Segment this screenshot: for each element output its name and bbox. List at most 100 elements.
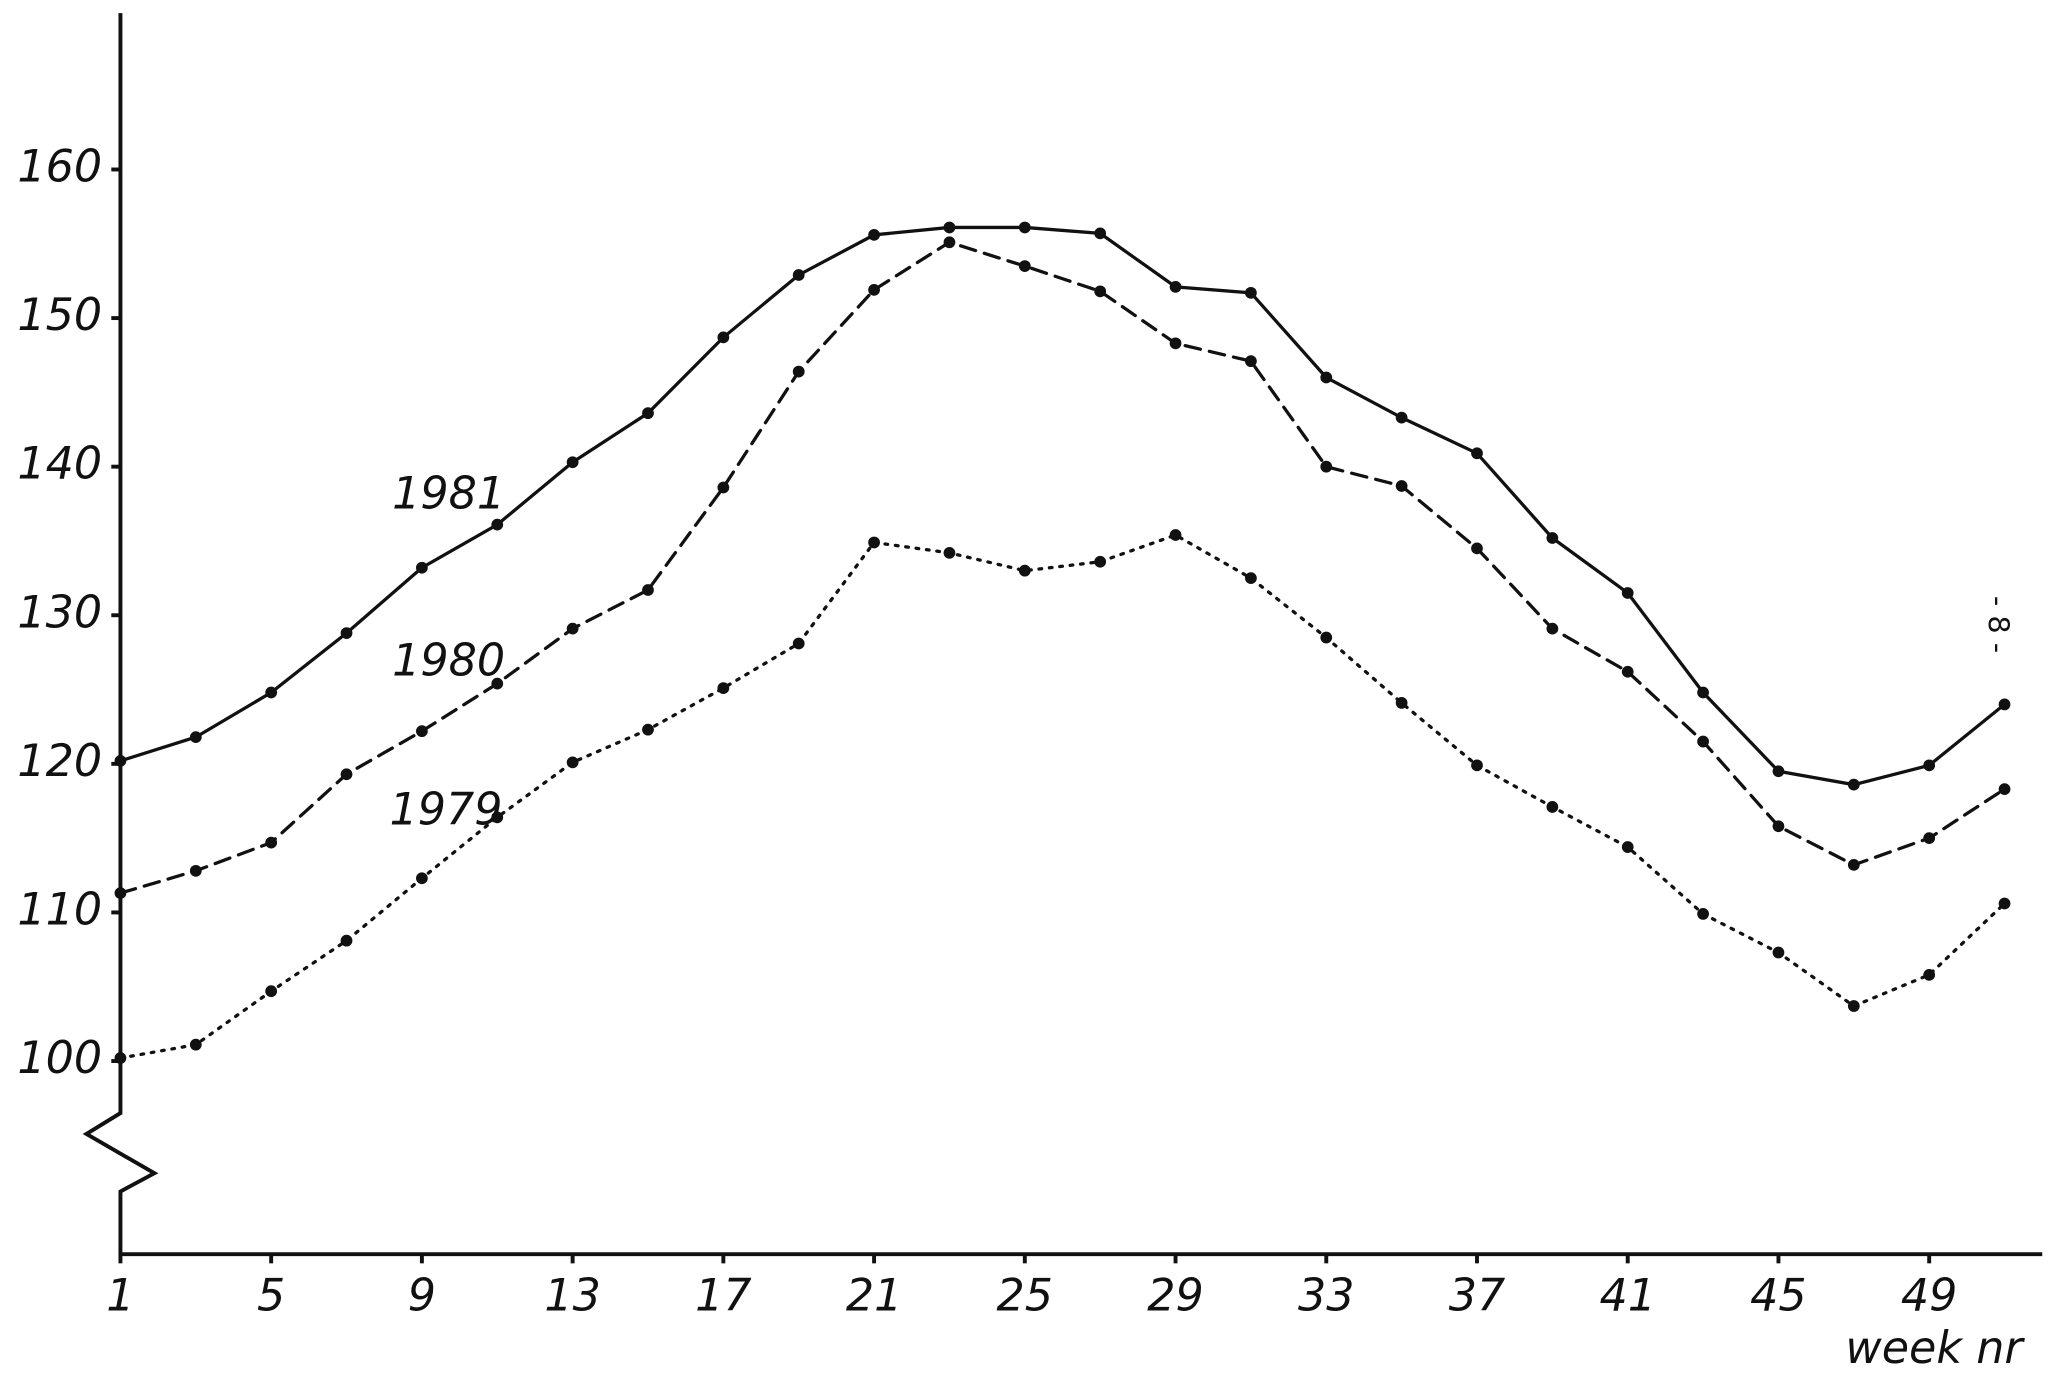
data-point bbox=[868, 536, 880, 549]
data-point bbox=[1169, 337, 1182, 350]
axes bbox=[82, 13, 2043, 1257]
data-point bbox=[1395, 697, 1408, 709]
data-point bbox=[1169, 280, 1182, 293]
data-point bbox=[1018, 221, 1031, 234]
x-tick-label: 1 bbox=[106, 1271, 134, 1322]
data-point bbox=[1395, 411, 1408, 424]
data-point bbox=[1923, 759, 1936, 772]
data-point bbox=[491, 677, 504, 690]
data-point bbox=[1697, 735, 1709, 748]
data-point bbox=[1471, 542, 1483, 555]
series-line bbox=[118, 533, 2007, 1060]
x-tick-label: 49 bbox=[1901, 1271, 1958, 1322]
data-point bbox=[1320, 460, 1333, 473]
page-label: - 8 - bbox=[1982, 596, 2016, 653]
data-point bbox=[1998, 897, 2011, 910]
data-point bbox=[340, 934, 353, 947]
data-point bbox=[868, 283, 880, 296]
data-point bbox=[1245, 286, 1257, 299]
x-tick-label: 29 bbox=[1147, 1271, 1204, 1322]
data-point bbox=[717, 331, 730, 344]
data-point bbox=[1621, 841, 1634, 853]
x-tick-label: 45 bbox=[1750, 1271, 1807, 1322]
data-point bbox=[1320, 371, 1333, 384]
data-point bbox=[491, 518, 504, 531]
data-point bbox=[416, 872, 428, 885]
data-point bbox=[1546, 622, 1559, 635]
data-point bbox=[1320, 631, 1333, 644]
series-label: 1980 bbox=[392, 636, 505, 687]
data-point bbox=[416, 561, 428, 574]
series-label: 1979 bbox=[390, 785, 503, 836]
data-point bbox=[792, 269, 805, 281]
data-point bbox=[189, 731, 202, 743]
data-point bbox=[1094, 555, 1107, 568]
data-point bbox=[265, 686, 278, 699]
x-tick-label: 33 bbox=[1298, 1271, 1355, 1322]
data-point bbox=[1094, 227, 1107, 240]
data-point bbox=[1245, 355, 1257, 368]
y-tick-label: 140 bbox=[17, 439, 102, 490]
data-point bbox=[189, 1038, 202, 1051]
data-point bbox=[491, 811, 504, 824]
data-point bbox=[868, 228, 880, 241]
y-tick-label: 150 bbox=[17, 290, 102, 341]
series-line bbox=[118, 225, 2007, 787]
data-point bbox=[1847, 859, 1860, 871]
data-point bbox=[1923, 832, 1936, 845]
data-point bbox=[1772, 820, 1785, 833]
data-point bbox=[642, 584, 654, 596]
x-tick-label: 5 bbox=[257, 1271, 285, 1322]
data-point bbox=[566, 622, 579, 635]
data-point bbox=[1772, 765, 1785, 778]
data-point bbox=[416, 725, 428, 738]
data-point bbox=[792, 637, 805, 650]
y-tick-label: 120 bbox=[17, 736, 102, 787]
y-tick-label: 160 bbox=[17, 141, 102, 192]
data-point bbox=[1395, 480, 1408, 492]
x-tick-label: 13 bbox=[544, 1271, 601, 1322]
x-tick-label: 37 bbox=[1449, 1271, 1506, 1322]
data-point bbox=[1621, 665, 1634, 678]
series-label: 1981 bbox=[392, 468, 505, 519]
data-point bbox=[1018, 260, 1031, 272]
data-point bbox=[1546, 801, 1559, 813]
series-line bbox=[118, 240, 2007, 895]
data-point bbox=[943, 236, 956, 249]
data-point bbox=[566, 456, 579, 469]
data-point bbox=[1923, 968, 1936, 981]
data-point bbox=[943, 546, 956, 559]
data-point bbox=[265, 985, 278, 998]
data-point bbox=[1998, 783, 2011, 795]
data-point bbox=[265, 836, 278, 849]
data-point bbox=[1697, 908, 1709, 920]
x-tick-label: 41 bbox=[1599, 1271, 1656, 1322]
data-point bbox=[943, 221, 956, 234]
data-point bbox=[1471, 447, 1483, 460]
y-tick-label: 130 bbox=[17, 587, 102, 638]
x-tick-label: 25 bbox=[997, 1271, 1054, 1322]
data-point bbox=[717, 682, 730, 694]
data-point bbox=[189, 864, 202, 877]
data-point bbox=[642, 407, 654, 420]
data-point bbox=[114, 1052, 127, 1064]
data-point bbox=[114, 887, 127, 900]
data-point bbox=[1471, 759, 1483, 772]
data-point bbox=[642, 723, 654, 736]
data-point bbox=[340, 627, 353, 639]
data-point bbox=[1697, 686, 1709, 699]
data-point bbox=[1018, 564, 1031, 577]
y-tick-label: 100 bbox=[17, 1033, 102, 1084]
data-point bbox=[1546, 532, 1559, 544]
data-point bbox=[114, 754, 127, 767]
y-tick-label: 110 bbox=[17, 884, 102, 935]
x-axis-label: week nr bbox=[1845, 1323, 2025, 1374]
data-point bbox=[1094, 285, 1107, 298]
data-point bbox=[1772, 946, 1785, 959]
data-point bbox=[792, 365, 805, 378]
data-point bbox=[1245, 572, 1257, 584]
x-tick-label: 21 bbox=[846, 1271, 903, 1322]
data-point bbox=[1998, 698, 2011, 711]
